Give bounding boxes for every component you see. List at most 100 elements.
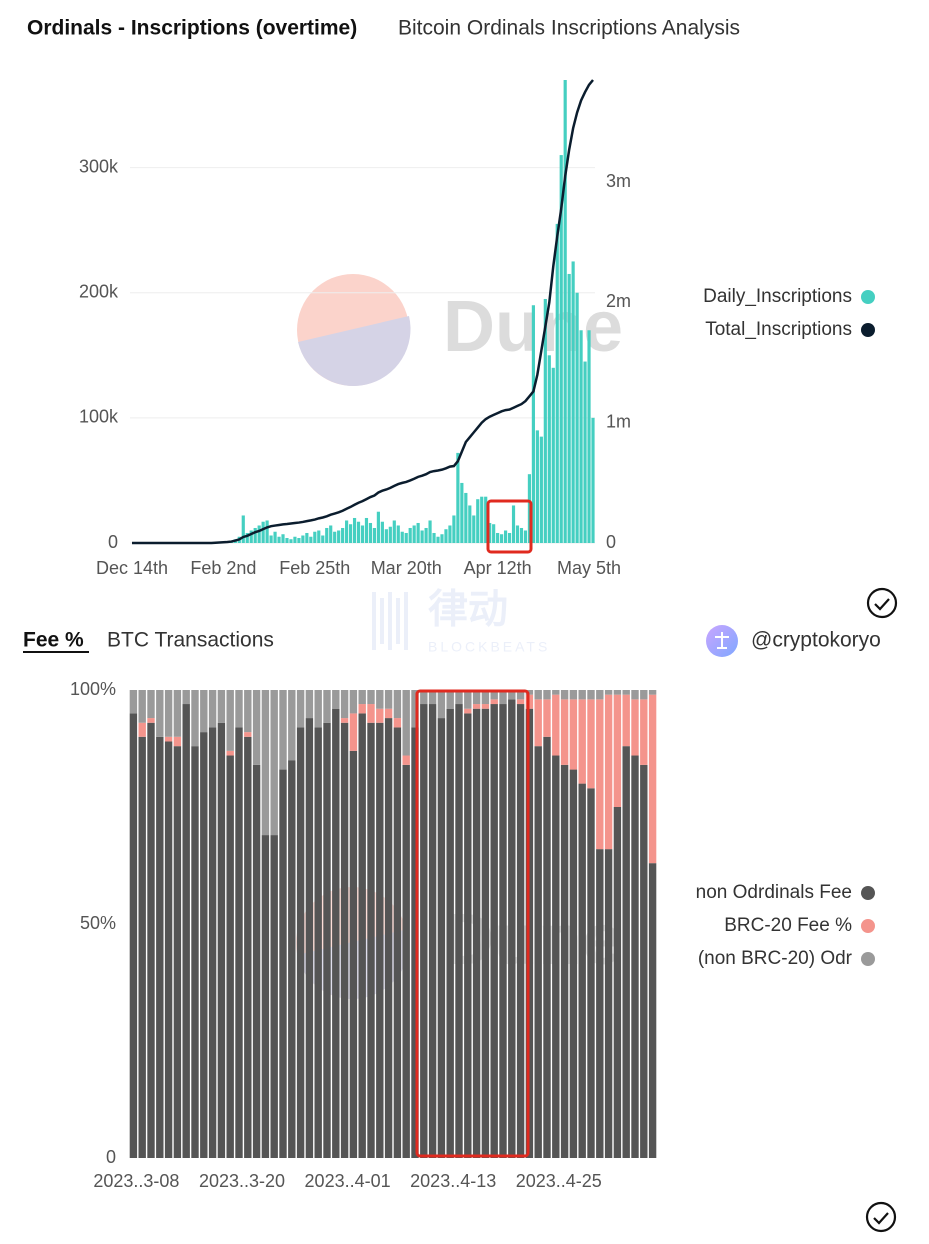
bar-segment	[569, 690, 578, 700]
chart-title: Ordinals - Inscriptions (overtime)	[27, 17, 357, 40]
bar-segment	[472, 704, 481, 709]
chart-2: 0 50% 100% 2023..3-08 2023..3-20 2023..4-01 20…	[70, 679, 875, 1191]
check-icon[interactable]	[866, 587, 898, 619]
x-tick-label: 2023..3-20	[199, 1171, 285, 1191]
bar	[484, 496, 488, 543]
bar-segment	[323, 722, 331, 1158]
bar	[305, 532, 309, 543]
bar-segment	[323, 690, 331, 723]
bar	[269, 535, 273, 543]
bar-segment	[640, 690, 648, 700]
bar	[404, 532, 408, 543]
bar	[360, 525, 365, 543]
bar-segment	[464, 708, 472, 714]
bar-segment	[516, 690, 525, 700]
bar-segment	[358, 713, 366, 1158]
highlight-box	[486, 499, 533, 554]
y-tick-label: 0	[106, 1147, 116, 1167]
bar-segment	[560, 764, 569, 1158]
highlight-box	[415, 689, 530, 1158]
bar-segment	[279, 769, 287, 1158]
bar	[579, 330, 583, 543]
bar	[337, 530, 341, 543]
x-tick-label: 2023..4-01	[305, 1171, 391, 1191]
bar-segment	[235, 727, 243, 1158]
bar-segment	[340, 722, 349, 1158]
bar	[412, 525, 416, 543]
bar-segment	[367, 722, 375, 1158]
watermark-logo	[380, 598, 384, 644]
bar	[325, 527, 329, 543]
bar-segment	[147, 718, 155, 723]
bar	[257, 525, 261, 543]
y-tick-label: 50%	[80, 913, 116, 933]
bar-segment	[481, 708, 490, 1158]
bar-segment	[191, 746, 199, 1158]
bar-segment	[596, 699, 604, 850]
check-icon[interactable]	[865, 1201, 897, 1233]
legend-label: non Odrdinals Fee	[696, 882, 852, 903]
bar-segment	[569, 699, 578, 770]
legend-swatch	[861, 952, 875, 966]
legend-label: Total_Inscriptions	[705, 319, 852, 340]
bar	[468, 505, 472, 543]
bar-segment	[164, 741, 173, 1158]
bar-segment	[332, 690, 340, 709]
bar	[293, 536, 297, 543]
bar-segment	[437, 690, 446, 719]
bar-segment	[200, 732, 208, 1158]
bar-segment	[147, 690, 155, 719]
bar-segment	[314, 690, 322, 728]
bar	[511, 505, 516, 543]
bar-segment	[596, 849, 604, 1158]
legend-swatch	[861, 886, 875, 900]
bar-segment	[613, 694, 622, 807]
bar-segment	[164, 690, 173, 737]
y-tick-label: 300k	[79, 156, 119, 176]
bar	[345, 520, 349, 543]
bar-segment	[446, 690, 454, 709]
bar	[523, 530, 528, 543]
bar-segment	[622, 746, 630, 1158]
bar-segment	[384, 690, 393, 709]
bar-segment	[604, 694, 613, 850]
bar	[555, 223, 559, 544]
legend-label: BRC-20 Fee %	[724, 915, 852, 936]
bar-segment	[173, 690, 182, 737]
bar-segment	[552, 694, 560, 756]
bar-segment	[384, 708, 393, 719]
bar-segment	[376, 690, 384, 709]
bar-segment	[138, 690, 146, 723]
legend-swatch	[861, 290, 875, 304]
bar	[527, 474, 532, 543]
bar	[519, 527, 524, 543]
x-tick-label: 2023..4-13	[410, 1171, 496, 1191]
bar-segment	[305, 690, 314, 719]
bar-segment	[226, 750, 234, 756]
bar-segment	[376, 708, 384, 723]
bar-segment	[332, 708, 340, 1158]
bar-segment	[534, 746, 542, 1158]
bar-segment	[622, 694, 630, 747]
chart-title: Fee %	[23, 629, 84, 652]
x-tick-label: 2023..3-08	[93, 1171, 179, 1191]
bar-segment	[648, 690, 657, 695]
bar-segment	[437, 718, 446, 1158]
bar	[543, 298, 547, 543]
bar-segment	[587, 788, 595, 1158]
watermark-logo	[388, 592, 392, 650]
bar-segment	[156, 690, 164, 737]
bar-segment	[235, 690, 243, 728]
bar	[384, 529, 388, 543]
bar	[380, 521, 384, 543]
bar	[348, 524, 353, 543]
bar-segment	[349, 713, 358, 751]
bar-segment	[288, 690, 296, 761]
bar-segment	[226, 690, 234, 751]
bar	[408, 527, 412, 543]
bar	[583, 361, 587, 543]
bar	[364, 517, 369, 543]
y-tick-label: 0	[108, 532, 118, 552]
